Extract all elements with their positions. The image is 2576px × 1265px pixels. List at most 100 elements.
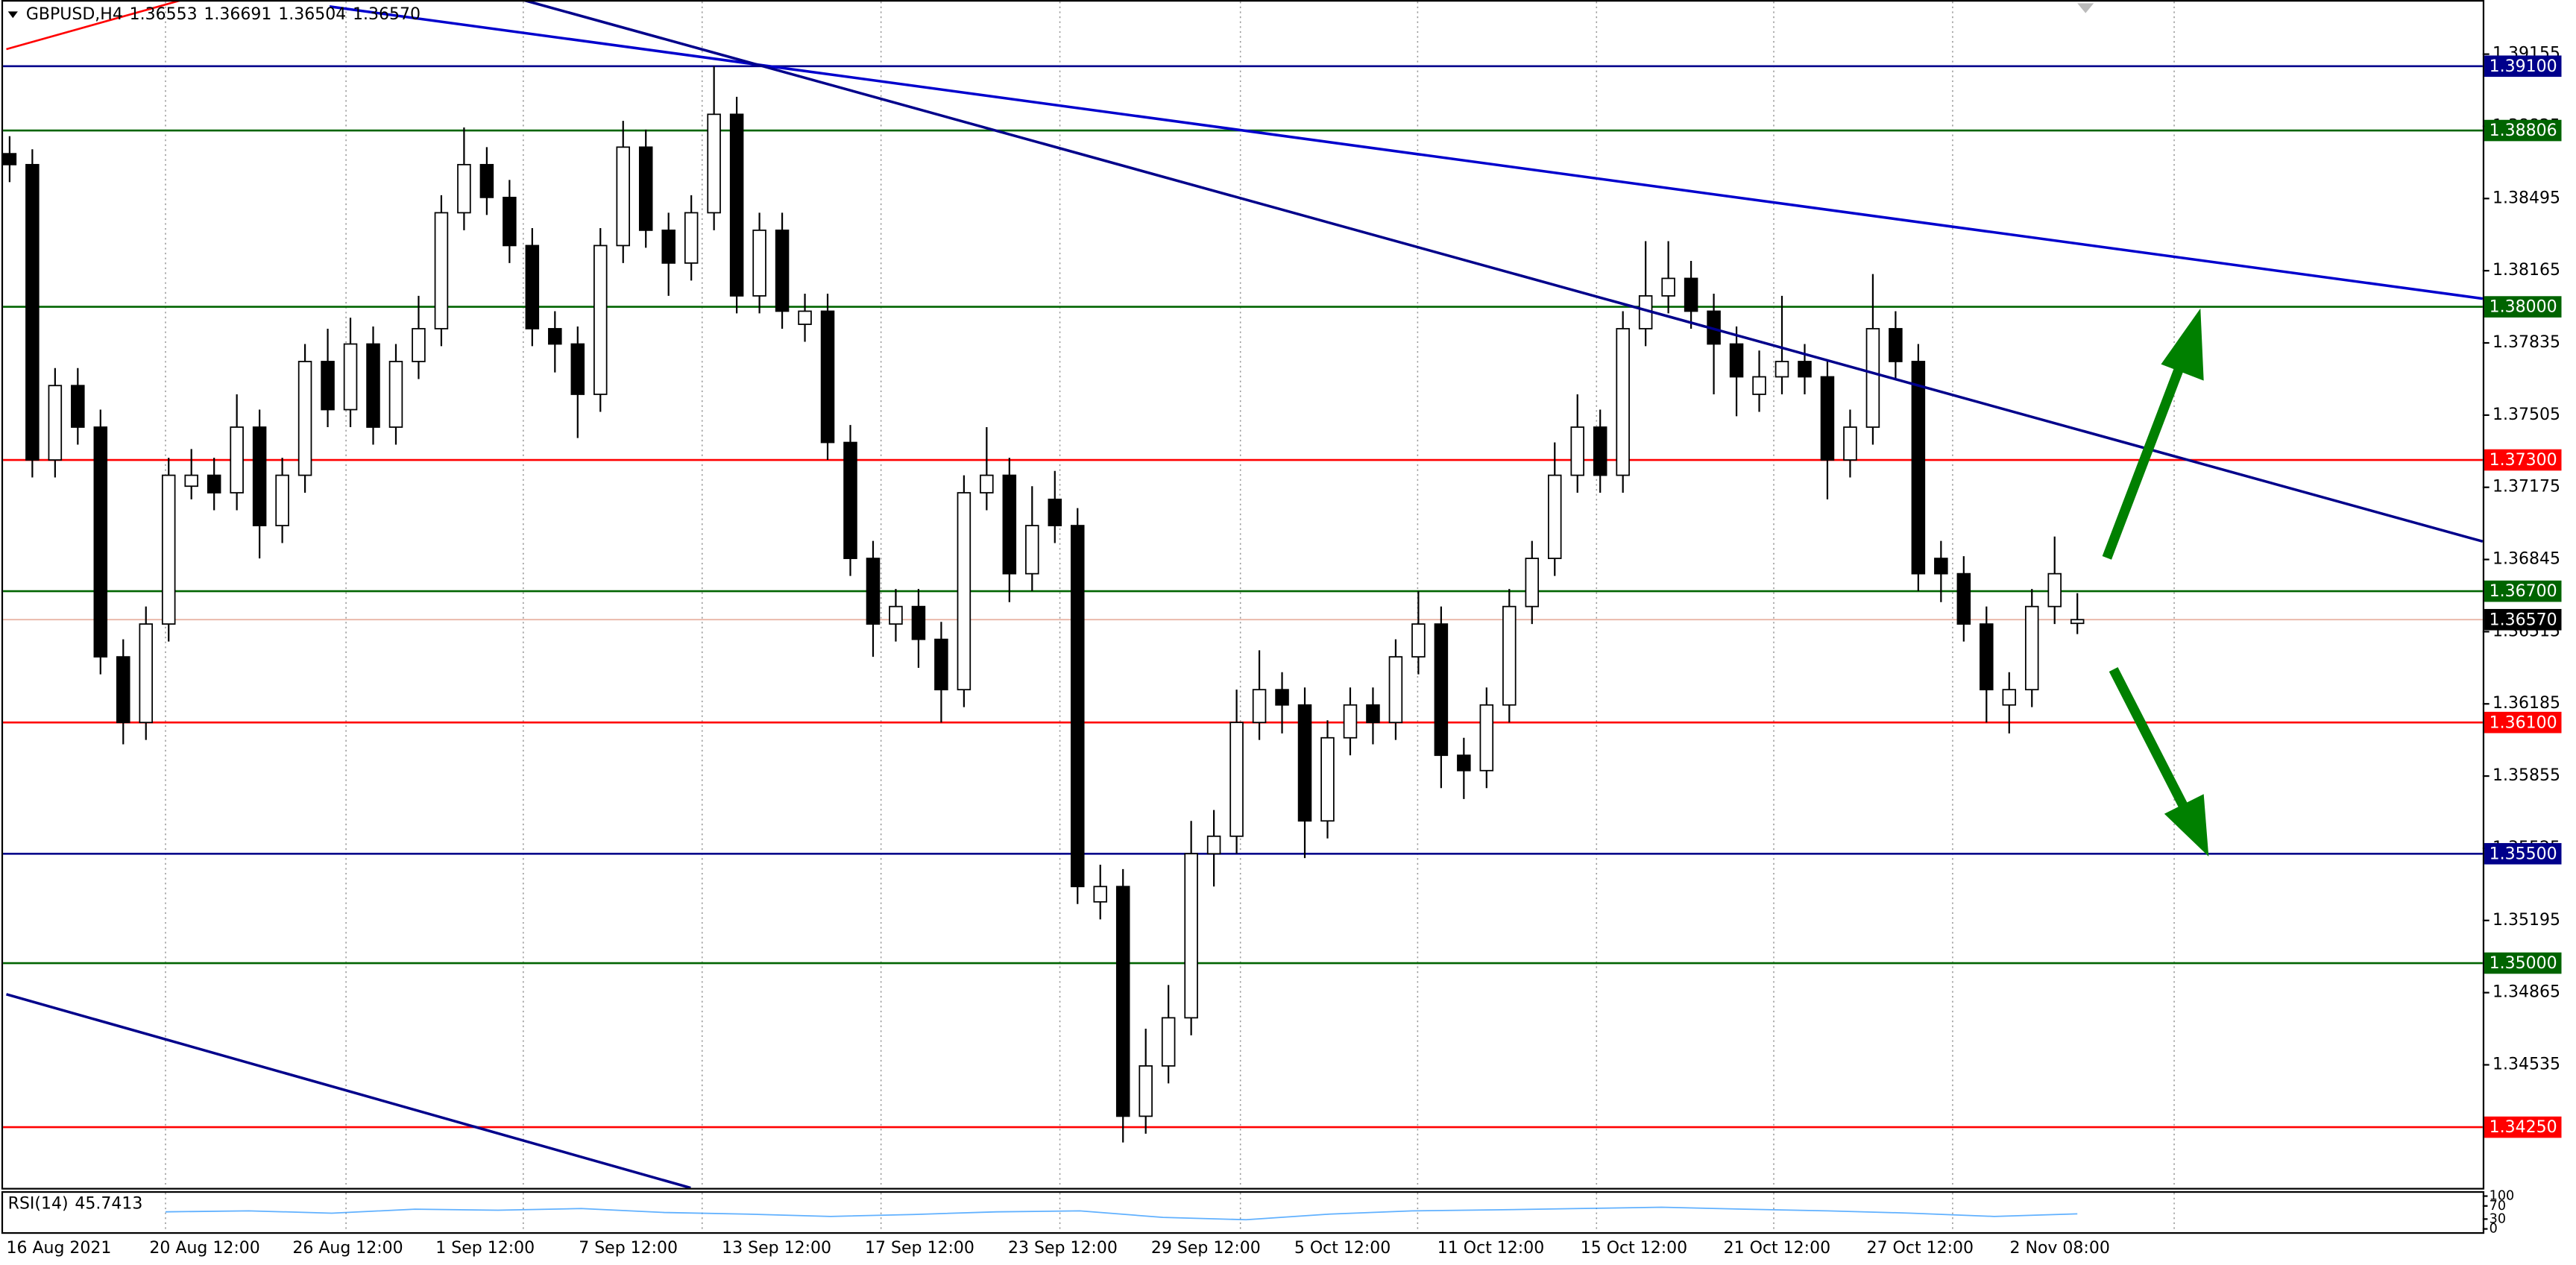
rsi-tick-label: 70 <box>2490 1199 2506 1214</box>
x-tick-label: 20 Aug 12:00 <box>149 1239 259 1258</box>
candle-body <box>1889 328 1903 362</box>
candle-body <box>71 385 85 428</box>
level-label: 1.39100 <box>2490 57 2557 76</box>
candle-body <box>548 328 562 345</box>
candle-body <box>48 385 63 461</box>
candle-body <box>434 212 449 329</box>
candle-body <box>729 113 744 297</box>
candle-body <box>1229 722 1244 837</box>
ohlc-value: 1.36504 <box>278 5 346 24</box>
level-box <box>2484 711 2562 734</box>
candle-body <box>798 310 812 325</box>
level-label: 1.36570 <box>2490 611 2557 629</box>
y-tick-label: 1.35195 <box>2492 911 2560 930</box>
candle-body <box>1752 376 1766 395</box>
main-frame <box>1 0 2485 1190</box>
ohlc-value: 1.36570 <box>353 5 421 24</box>
ohlc-value: 1.36691 <box>204 5 271 24</box>
candle-body <box>207 474 221 493</box>
candle-body <box>2002 689 2017 706</box>
x-tick-label: 7 Sep 12:00 <box>579 1239 678 1258</box>
candle-body <box>1980 623 1994 691</box>
candle-body <box>1343 704 1358 739</box>
y-tick-label: 1.35855 <box>2492 766 2560 785</box>
trend-line <box>329 5 2484 300</box>
candle-body <box>1547 474 1562 559</box>
y-tick-label: 1.37175 <box>2492 478 2560 496</box>
candle-body <box>752 229 766 297</box>
candle-body <box>1865 328 1880 428</box>
candle-body <box>570 343 585 395</box>
candle-body <box>1525 558 1540 608</box>
candle-body <box>2070 619 2085 625</box>
x-tick-label: 13 Sep 12:00 <box>722 1239 831 1258</box>
y-tick-label: 1.38165 <box>2492 261 2560 280</box>
rsi-frame <box>1 1190 2485 1234</box>
candle-body <box>1616 328 1630 476</box>
candle-body <box>1820 376 1835 461</box>
trend-line <box>523 0 2484 543</box>
x-tick-label: 2 Nov 08:00 <box>2010 1239 2110 1258</box>
rsi-name: RSI(14) <box>8 1195 69 1214</box>
candle-body <box>889 605 903 625</box>
candle-body <box>479 163 494 198</box>
candle-body <box>1161 1017 1176 1067</box>
arrow-down <box>2109 667 2189 810</box>
candle-body <box>1093 886 1107 903</box>
candle-body <box>503 196 517 247</box>
x-tick-label: 16 Aug 2021 <box>6 1239 111 1258</box>
candle-body <box>2 153 17 165</box>
candle-body <box>866 558 881 625</box>
candle-body <box>1911 361 1926 575</box>
x-tick-label: 17 Sep 12:00 <box>865 1239 974 1258</box>
candle-body <box>1025 525 1039 575</box>
candle-body <box>297 361 312 476</box>
candle-body <box>1275 689 1289 706</box>
arrow-up <box>2102 362 2186 560</box>
x-tick-label: 15 Oct 12:00 <box>1581 1239 1687 1258</box>
level-box <box>2484 449 2562 471</box>
level-box <box>2484 1116 2562 1138</box>
rsi-tick-label: 30 <box>2490 1211 2506 1226</box>
y-tick-label: 1.34535 <box>2492 1055 2560 1073</box>
candle-body <box>2024 605 2039 691</box>
candle-body <box>1115 886 1130 1117</box>
trend-line <box>6 0 183 51</box>
candle-body <box>366 343 380 428</box>
candle-body <box>1070 525 1085 888</box>
level-box <box>2484 296 2562 318</box>
candle-body <box>25 163 40 461</box>
candle-body <box>184 474 198 488</box>
x-tick-label: 27 Oct 12:00 <box>1867 1239 1974 1258</box>
trend-line <box>6 993 691 1190</box>
candle-body <box>934 638 948 691</box>
candle-body <box>1774 361 1789 378</box>
candle-body <box>1798 361 1812 378</box>
candle-body <box>980 474 994 493</box>
candle-body <box>1048 498 1062 526</box>
candle-body <box>593 245 608 395</box>
candle-body <box>93 426 108 658</box>
x-tick-label: 1 Sep 12:00 <box>435 1239 535 1258</box>
rsi-tick-label: 0 <box>2490 1222 2498 1237</box>
level-label: 1.38000 <box>2490 298 2557 317</box>
candle-body <box>230 426 244 493</box>
candle-body <box>321 361 335 411</box>
candle-body <box>1434 623 1449 757</box>
candle-body <box>1661 277 1675 297</box>
candle-body <box>1502 605 1517 706</box>
level-label: 1.34250 <box>2490 1118 2557 1137</box>
candle-body <box>1457 754 1471 772</box>
candle-body <box>252 426 267 526</box>
candle-body <box>2047 572 2062 608</box>
candle-body <box>525 245 540 329</box>
symbol: GBPUSD,H4 <box>26 5 123 24</box>
candle-body <box>638 146 653 231</box>
y-tick-label: 1.36845 <box>2492 550 2560 569</box>
plot <box>2 66 2085 1221</box>
candle-body <box>616 146 631 247</box>
candle-body <box>1388 656 1403 724</box>
